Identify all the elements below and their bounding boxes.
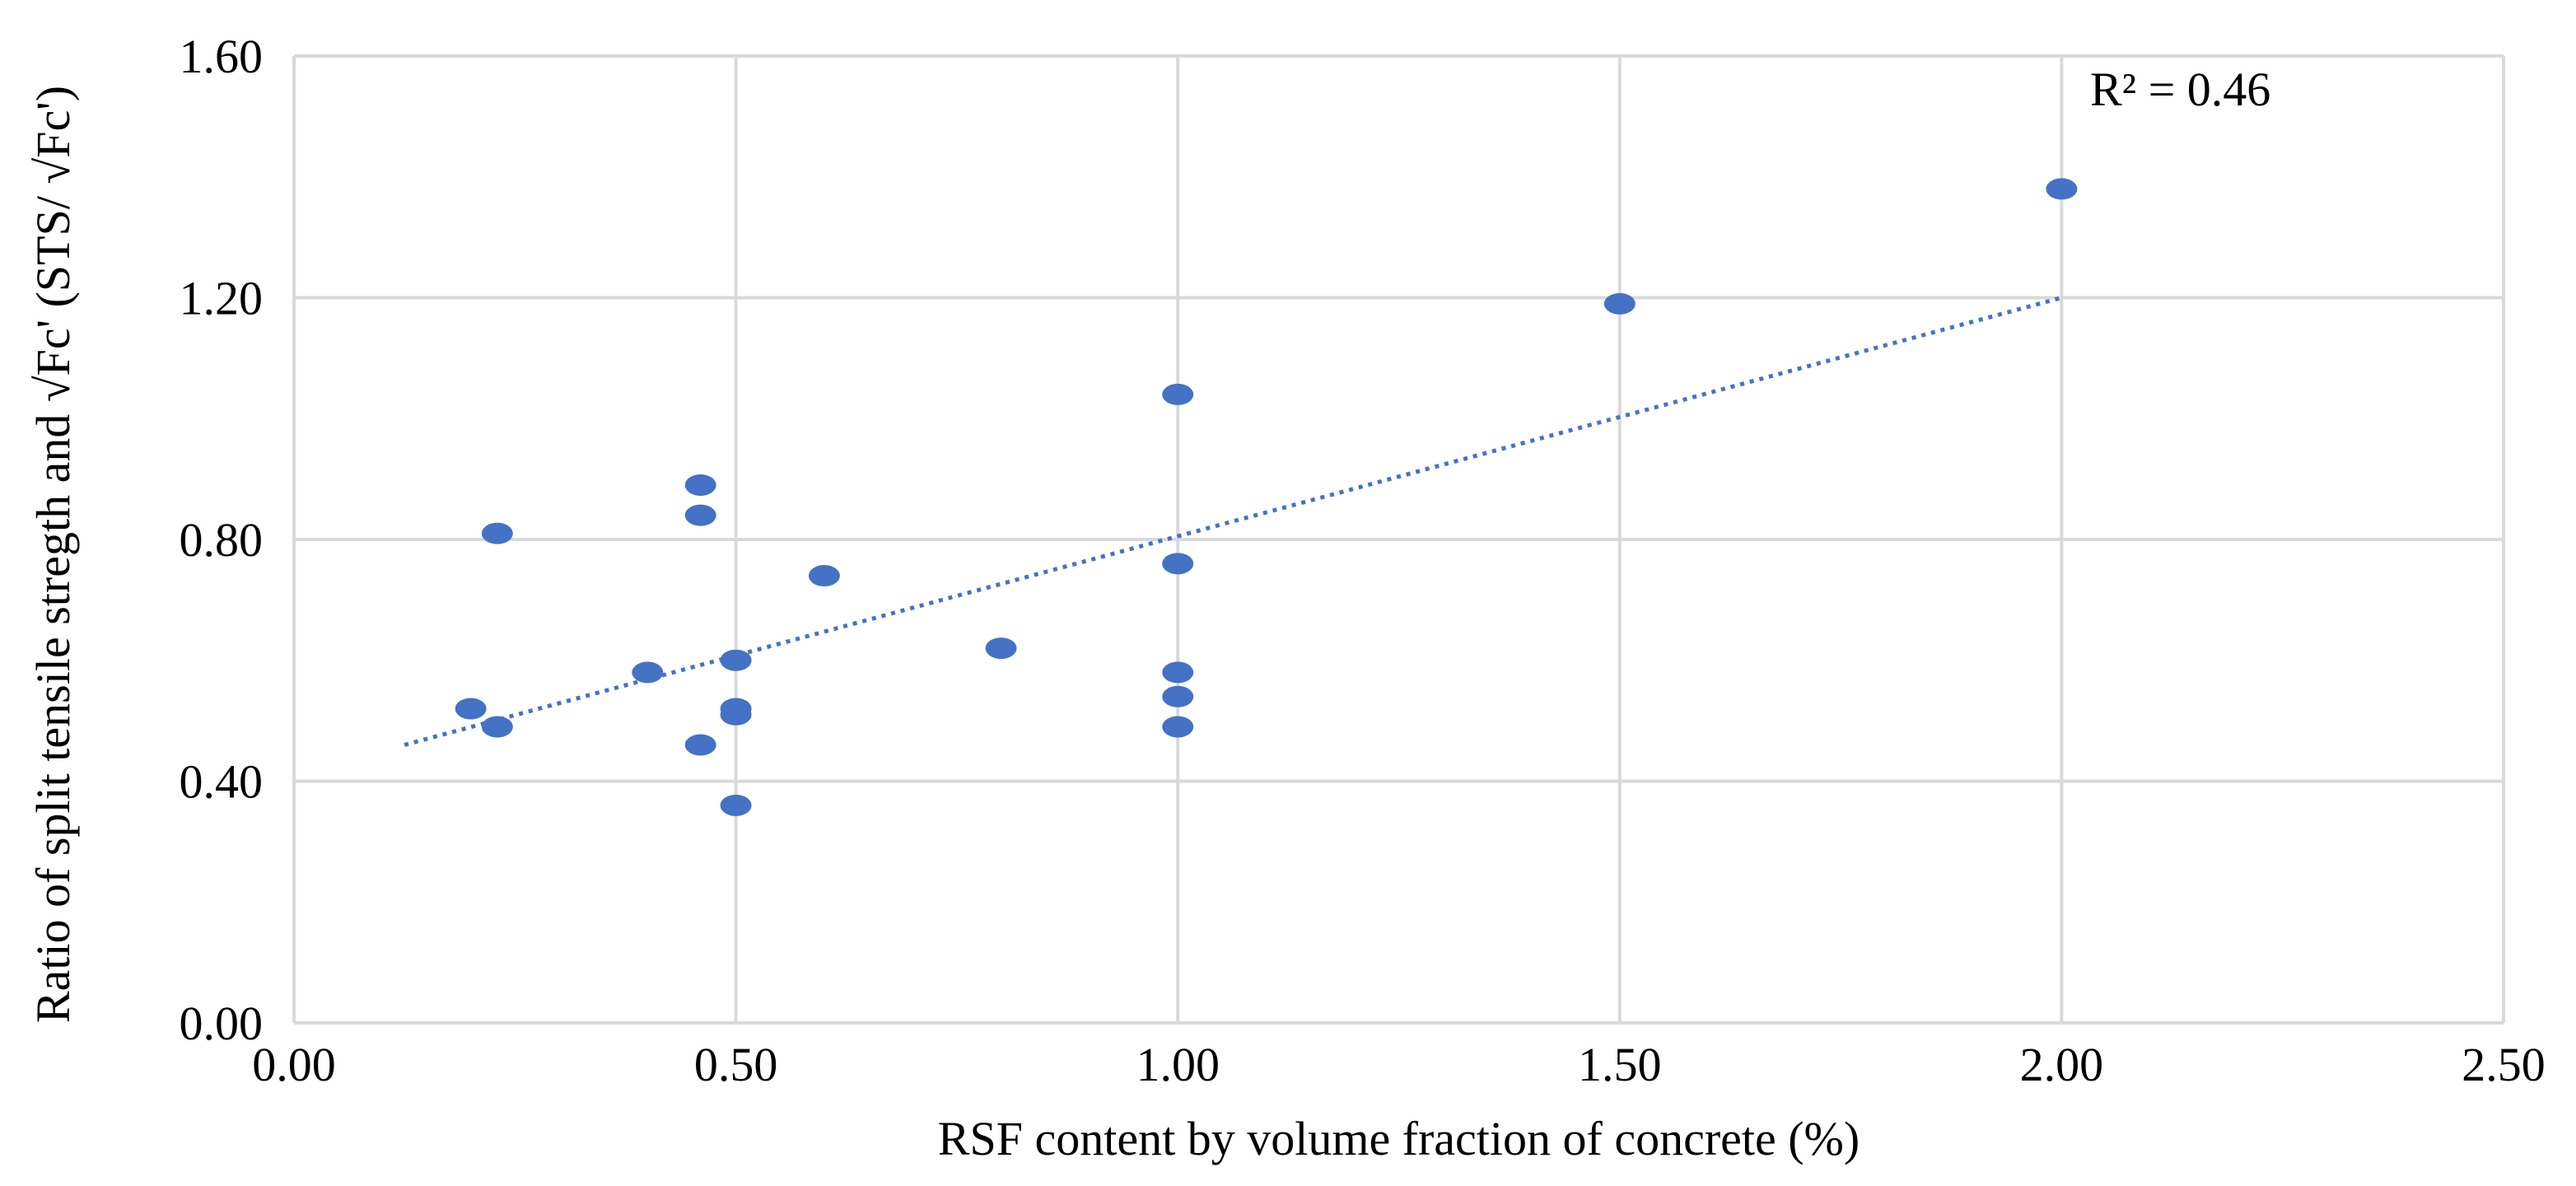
gridlines: [292, 54, 2505, 1025]
data-point: [455, 698, 487, 720]
y-tick-label: 0.80: [180, 513, 264, 567]
x-tick-label: 1.50: [1578, 1038, 1662, 1091]
x-tick-label: 2.00: [2020, 1038, 2104, 1091]
data-point: [481, 522, 513, 544]
data-point: [684, 734, 716, 756]
data-point: [808, 565, 840, 587]
data-point: [632, 661, 664, 684]
data-point: [1603, 292, 1636, 315]
data-point: [720, 703, 752, 726]
data-point: [1162, 716, 1194, 738]
x-tick-label: 0.00: [252, 1038, 336, 1091]
y-tick-label: 1.20: [180, 272, 264, 325]
data-point: [1162, 685, 1194, 707]
y-tick-label: 0.00: [180, 997, 264, 1050]
y-tick-label: 1.60: [180, 30, 264, 83]
y-tick-labels: 0.00 0.40 0.80 1.20 1.60: [180, 30, 264, 1050]
data-point: [1162, 553, 1194, 575]
data-point: [720, 794, 752, 816]
data-point: [1162, 383, 1194, 405]
y-axis-title: Ratio of split tensile stregth and √Fc' …: [26, 86, 80, 1023]
y-tick-label: 0.40: [180, 755, 264, 809]
x-tick-label: 2.50: [2462, 1038, 2546, 1091]
data-point: [684, 504, 716, 526]
r-squared-annotation: R² = 0.46: [2090, 63, 2270, 116]
x-tick-label: 1.00: [1136, 1038, 1220, 1091]
x-tick-label: 0.50: [694, 1038, 778, 1091]
data-point: [481, 716, 513, 738]
x-axis-title: RSF content by volume fraction of concre…: [938, 1112, 1860, 1165]
data-points: [455, 178, 2078, 816]
data-point: [985, 637, 1017, 660]
data-point: [684, 474, 716, 496]
data-point: [2046, 178, 2078, 200]
data-point: [1162, 661, 1194, 684]
data-point: [720, 649, 752, 671]
x-tick-labels: 0.00 0.50 1.00 1.50 2.00 2.50: [252, 1038, 2546, 1091]
